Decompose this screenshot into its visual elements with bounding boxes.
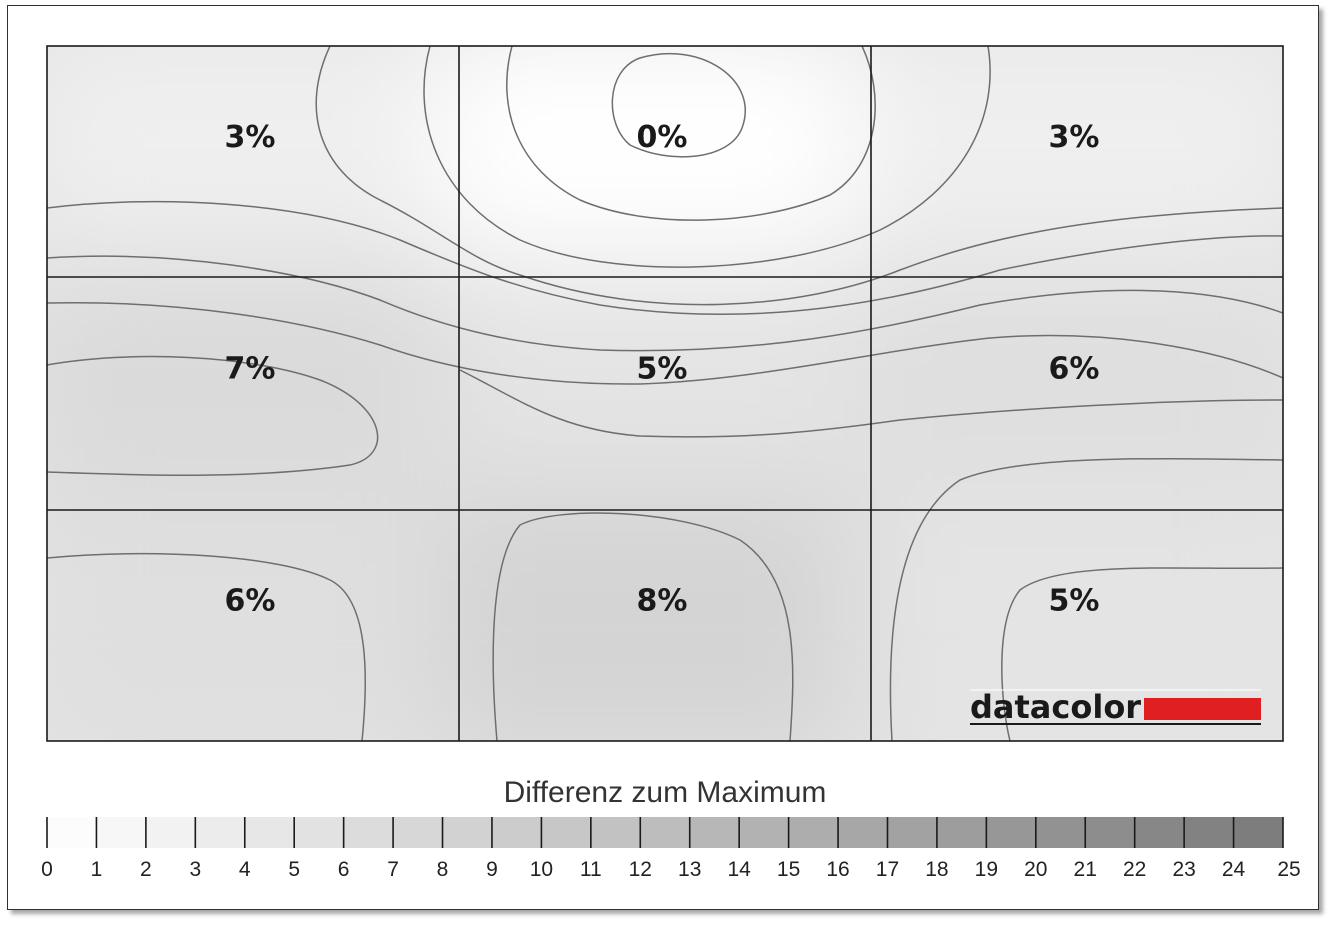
scale-segment (739, 817, 790, 848)
cell-value-label: 3% (1049, 120, 1100, 155)
scale-tick-label: 2 (140, 858, 152, 881)
color-scale-bar (47, 817, 1284, 848)
scale-tick-label: 5 (288, 858, 300, 881)
scale-tick-label: 14 (727, 858, 751, 881)
scale-segment (887, 817, 938, 848)
color-scale-ticks: 0 1 2 3 4 5 6 7 8 9 10 11 12 13 14 15 16 17 18 19 20 21 22 23 24… (41, 817, 1301, 881)
scale-segment (343, 817, 394, 848)
scale-segment (294, 817, 345, 848)
cell-value-label: 8% (637, 583, 688, 618)
scale-segment (1233, 817, 1284, 848)
heatmap-fill (47, 46, 1283, 741)
scale-tick-label: 23 (1172, 858, 1195, 881)
svg-text:datacolor: datacolor (970, 688, 1141, 726)
scale-tick-label: 13 (678, 858, 701, 881)
scale-tick-label: 3 (189, 858, 201, 881)
cell-value-label: 0% (637, 120, 688, 155)
scale-tick-label: 12 (629, 858, 652, 881)
scale-tick-label: 21 (1074, 858, 1097, 881)
heat-cell (439, 46, 891, 298)
scale-tick-label: 25 (1277, 858, 1300, 881)
scale-segment (1184, 817, 1235, 848)
cell-value-label: 6% (225, 583, 276, 618)
scale-segment (1035, 817, 1086, 848)
scale-segment (195, 817, 246, 848)
cell-value-label: 5% (637, 352, 688, 387)
scale-segment (590, 817, 641, 848)
scale-segment (244, 817, 295, 848)
scale-tick-label: 18 (925, 858, 948, 881)
scale-segment (640, 817, 691, 848)
scale-tick-label: 17 (876, 858, 899, 881)
scale-segment (838, 817, 888, 848)
scale-segment (491, 817, 542, 848)
heat-cell (851, 257, 1283, 530)
cell-value-label: 3% (225, 120, 276, 155)
heat-cell (47, 257, 479, 530)
scale-tick-label: 7 (387, 858, 399, 881)
scale-tick-label: 22 (1123, 858, 1146, 881)
heat-cell (439, 489, 891, 741)
scale-segment (1134, 817, 1185, 848)
scale-segment (788, 817, 839, 848)
scale-tick-label: 0 (41, 858, 53, 881)
scale-segment (96, 817, 147, 848)
heat-cell (439, 257, 891, 530)
scale-tick-label: 1 (91, 858, 103, 881)
legend-title: Differenz zum Maximum (504, 776, 827, 809)
cell-value-label: 6% (1049, 352, 1100, 387)
scale-segment (986, 817, 1037, 848)
datacolor-logo: datacolor (970, 688, 1261, 726)
cell-value-label: 5% (1049, 583, 1100, 618)
scale-tick-label: 15 (777, 858, 800, 881)
scale-segment (689, 817, 740, 848)
scale-tick-label: 10 (530, 858, 553, 881)
grid-lines (46, 45, 1284, 742)
scale-segment (442, 817, 493, 848)
heat-cell (851, 46, 1283, 298)
contour-lines (47, 46, 1283, 741)
scale-tick-label: 16 (826, 858, 849, 881)
cell-value-label: 7% (225, 352, 276, 387)
heat-cell (47, 489, 479, 741)
scale-tick-label: 20 (1024, 858, 1047, 881)
scale-tick-label: 6 (338, 858, 350, 881)
scale-segment (541, 817, 592, 848)
scale-tick-label: 4 (239, 858, 251, 881)
scale-segment (47, 817, 97, 848)
scale-segment (936, 817, 987, 848)
scale-tick-label: 9 (486, 858, 498, 881)
scale-segment (393, 817, 444, 848)
scale-tick-label: 24 (1222, 858, 1246, 881)
scale-tick-label: 19 (975, 858, 998, 881)
scale-tick-label: 8 (437, 858, 449, 881)
scale-tick-label: 11 (580, 858, 602, 881)
scale-segment (145, 817, 196, 848)
scale-segment (1085, 817, 1136, 848)
